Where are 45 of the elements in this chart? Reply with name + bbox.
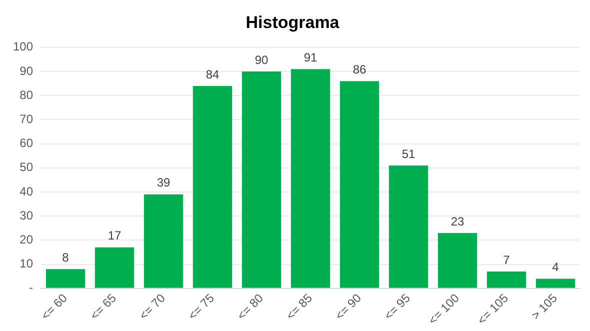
data-label: 8 — [62, 250, 70, 264]
x-tick-label: <= 100 — [426, 290, 462, 328]
bar — [242, 72, 282, 288]
data-label: 23 — [450, 214, 464, 228]
data-label: 39 — [156, 176, 171, 190]
y-tick-label: 70 — [20, 112, 34, 126]
y-tick-label: 10 — [20, 256, 34, 271]
bar — [46, 269, 86, 288]
x-tick-label: <= 90 — [332, 290, 364, 323]
y-tick-label: 60 — [20, 136, 34, 150]
x-tick-label: <= 105 — [474, 290, 512, 328]
bar — [438, 232, 478, 288]
x-tick-label: <= 65 — [87, 290, 120, 323]
y-tick-label: 40 — [20, 184, 34, 198]
y-tick-label: - — [29, 280, 34, 295]
x-tick-label: > 105 — [528, 290, 560, 322]
x-tick-label: <= 60 — [38, 290, 70, 323]
x-tick-label: <= 75 — [185, 290, 218, 323]
x-tick-label: <= 95 — [381, 290, 414, 323]
bar — [192, 86, 232, 288]
x-tick-label: <= 80 — [234, 290, 266, 323]
bar — [536, 278, 576, 288]
bar — [388, 165, 428, 288]
x-tick-label: <= 85 — [283, 290, 316, 323]
data-label: 4 — [552, 260, 560, 274]
data-label: 17 — [108, 228, 122, 243]
y-tick-label: 80 — [20, 88, 34, 102]
bar — [94, 247, 134, 288]
data-label: 90 — [254, 52, 269, 67]
data-label: 84 — [206, 67, 220, 82]
y-tick-label: 90 — [20, 64, 34, 78]
bar — [340, 81, 380, 288]
bar — [486, 272, 526, 288]
y-tick-label: 20 — [20, 232, 34, 247]
y-tick-label: 100 — [12, 40, 34, 54]
data-label: 51 — [402, 146, 416, 161]
data-label: 7 — [503, 252, 510, 267]
bar — [144, 194, 184, 288]
data-label: 91 — [304, 50, 318, 64]
chart-title: Histograma — [246, 12, 340, 32]
x-tick-label: <= 70 — [136, 290, 168, 323]
y-tick-label: 30 — [20, 208, 34, 222]
bar — [290, 69, 330, 288]
y-tick-label: 50 — [20, 160, 34, 174]
data-label: 86 — [352, 62, 367, 76]
